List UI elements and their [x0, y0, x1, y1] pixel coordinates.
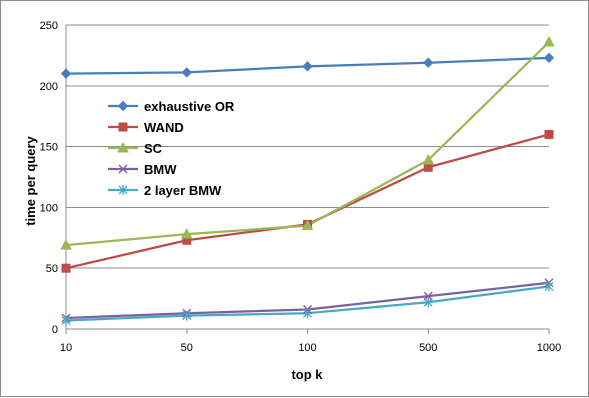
data-point — [182, 310, 192, 321]
y-tick-label: 0 — [52, 324, 58, 336]
y-tick-label: 150 — [40, 142, 58, 154]
y-axis-title: time per query — [23, 135, 38, 225]
x-axis-title: top k — [291, 367, 323, 382]
legend-label: 2 layer BMW — [144, 183, 222, 198]
x-tick-labels: 10 50 100 500 1000 — [60, 342, 561, 354]
legend-label: BMW — [144, 162, 177, 177]
legend-item: exhaustive OR — [108, 99, 235, 114]
data-point — [544, 129, 554, 139]
legend-item: SC — [108, 141, 163, 156]
legend-marker — [117, 141, 129, 153]
legend-item: WAND — [108, 120, 184, 135]
legend-marker — [118, 122, 128, 132]
data-point — [544, 281, 554, 292]
series-line-1 — [65, 133, 550, 270]
series-markers — [60, 35, 555, 326]
x-tick-label: 1000 — [537, 342, 561, 354]
y-tick-label: 50 — [46, 263, 58, 275]
y-tick-label: 200 — [40, 81, 58, 93]
legend-item: 2 layer BMW — [108, 183, 222, 198]
data-point — [180, 228, 193, 239]
data-point — [423, 297, 433, 308]
legend-marker — [117, 100, 129, 112]
y-tick-label: 100 — [40, 202, 58, 214]
data-point — [181, 67, 192, 78]
legend-marker — [118, 164, 128, 174]
data-point — [301, 219, 314, 231]
legend: exhaustive OR WAND SC BMW 2 layer BMW — [108, 99, 235, 198]
data-point — [543, 52, 555, 64]
data-point — [60, 68, 72, 79]
data-point — [543, 35, 555, 47]
y-tick-label: 250 — [40, 20, 58, 32]
x-tick-label: 50 — [181, 342, 193, 354]
x-tick-label: 10 — [60, 342, 72, 354]
legend-marker — [118, 185, 128, 195]
x-tick-label: 500 — [419, 342, 437, 354]
data-point — [422, 153, 435, 165]
y-tick-labels: 0 50 100 150 200 250 — [40, 20, 58, 336]
data-point — [61, 263, 71, 273]
data-point — [303, 308, 312, 319]
data-point — [302, 61, 313, 72]
data-point — [423, 57, 434, 68]
data-point — [60, 239, 72, 250]
x-tick-label: 100 — [298, 342, 316, 354]
legend-label: exhaustive OR — [144, 99, 235, 114]
legend-item: BMW — [108, 162, 177, 177]
series-lines — [65, 41, 550, 322]
legend-label: WAND — [144, 120, 184, 135]
legend-label: SC — [144, 141, 163, 156]
data-point — [61, 315, 71, 326]
